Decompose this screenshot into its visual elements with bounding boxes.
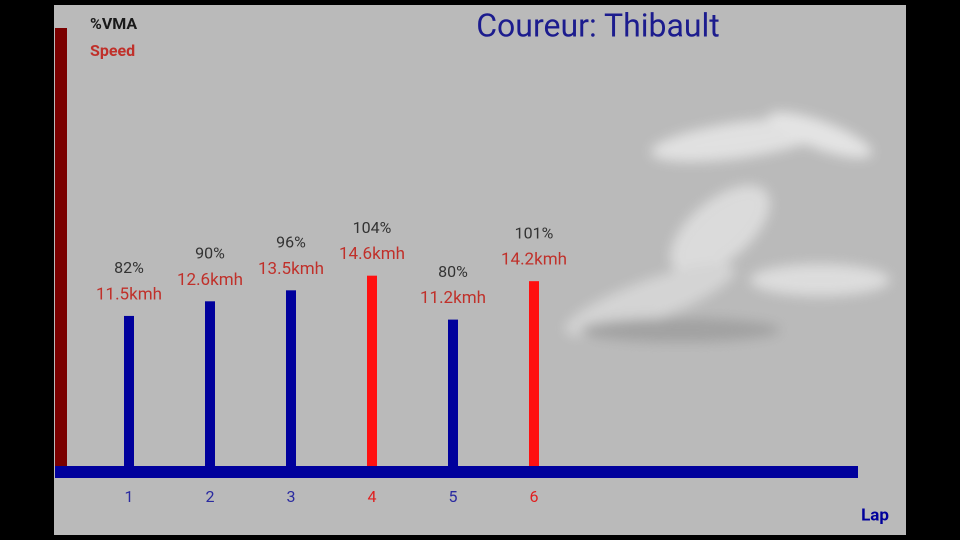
bar: [529, 281, 539, 466]
bar: [124, 315, 134, 466]
speed-label: 14.6kmh: [339, 244, 405, 264]
vma-label: 82%: [114, 258, 144, 277]
y-axis: [55, 28, 67, 472]
vma-label: 104%: [353, 218, 392, 237]
speed-label: 13.5kmh: [258, 259, 324, 279]
x-tick-label: 6: [530, 487, 539, 506]
vma-label: 101%: [515, 223, 554, 242]
vma-label: 96%: [276, 233, 306, 252]
chart-panel: [54, 5, 906, 535]
speed-label: 11.2kmh: [420, 288, 486, 308]
bar: [448, 319, 458, 466]
x-tick-label: 5: [449, 487, 458, 506]
vma-label: 90%: [195, 244, 225, 263]
speed-label: 11.5kmh: [96, 284, 162, 304]
bar: [367, 275, 377, 466]
x-axis: [55, 466, 858, 478]
x-tick-label: 1: [125, 487, 134, 506]
vma-label: 80%: [438, 262, 468, 281]
chart-title: Coureur: Thibault: [476, 6, 720, 44]
x-tick-label: 3: [287, 487, 296, 506]
legend-entry: %VMA: [90, 14, 137, 33]
speed-label: 12.6kmh: [177, 270, 243, 290]
speed-label: 14.2kmh: [501, 250, 567, 270]
x-tick-label: 4: [368, 487, 377, 506]
bar: [286, 290, 296, 466]
runner-image: [565, 112, 890, 342]
x-tick-label: 2: [206, 487, 215, 506]
x-axis-label: Lap: [861, 505, 889, 525]
bar: [205, 301, 215, 466]
legend-entry: Speed: [90, 41, 135, 60]
